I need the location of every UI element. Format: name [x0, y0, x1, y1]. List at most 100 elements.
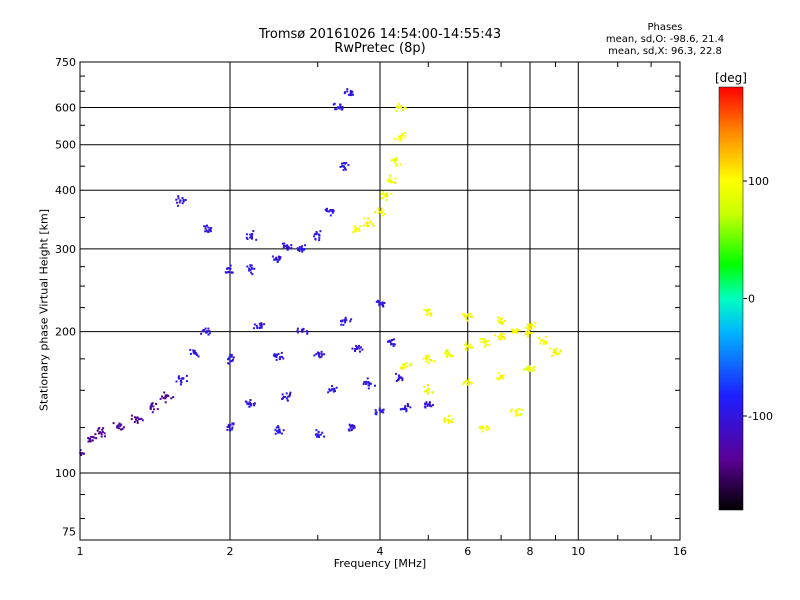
data-point [133, 416, 136, 419]
data-point [354, 348, 357, 350]
data-point [313, 233, 316, 236]
data-point [444, 350, 447, 353]
data-point [560, 349, 563, 352]
data-point [227, 425, 230, 428]
data-point [260, 324, 263, 327]
data-point [346, 88, 349, 91]
data-point [249, 399, 252, 401]
data-point [485, 428, 488, 431]
data-point [396, 157, 398, 160]
data-point [480, 340, 483, 343]
data-point [89, 440, 92, 443]
data-point [275, 356, 278, 358]
data-point [181, 202, 184, 205]
data-point [523, 368, 525, 371]
data-point [321, 431, 324, 434]
data-point [332, 103, 335, 106]
data-point [288, 247, 291, 250]
data-point [398, 135, 401, 138]
data-point [444, 417, 447, 420]
data-point [313, 354, 316, 357]
data-point [403, 408, 406, 411]
phase-heading: Phases [647, 22, 683, 33]
data-point [511, 331, 514, 334]
data-point [402, 109, 405, 112]
data-point [527, 326, 530, 329]
data-point [524, 326, 527, 329]
data-point [426, 403, 429, 406]
data-point [97, 432, 100, 435]
data-point [350, 425, 353, 428]
data-point [465, 349, 468, 352]
data-point [513, 331, 516, 333]
data-point [433, 360, 436, 363]
data-point [400, 163, 403, 166]
data-point [367, 381, 370, 384]
data-point [335, 108, 338, 111]
data-point [329, 209, 332, 211]
data-point [296, 331, 299, 334]
data-point [343, 92, 346, 95]
data-point [351, 428, 353, 431]
data-point [321, 353, 324, 356]
data-point [339, 103, 342, 106]
data-point [427, 388, 430, 391]
data-point [344, 321, 347, 324]
data-point [554, 353, 557, 356]
data-point [277, 425, 279, 428]
data-point [426, 404, 429, 407]
data-point [498, 372, 500, 375]
data-point [399, 106, 402, 109]
data-point [317, 431, 320, 434]
data-point [381, 301, 384, 304]
data-point [394, 177, 397, 180]
data-point [366, 377, 369, 380]
data-point [390, 179, 393, 182]
data-point [427, 312, 429, 315]
data-point [392, 345, 395, 348]
data-point [485, 426, 488, 429]
data-point [481, 430, 484, 433]
data-point [249, 233, 252, 236]
data-point [319, 230, 322, 233]
data-point [468, 377, 471, 380]
data-point [184, 199, 187, 201]
colorbar-label: [deg] [715, 71, 747, 85]
data-point [502, 336, 505, 339]
y-tick-label: 200 [55, 326, 76, 339]
data-point [356, 346, 359, 349]
data-point [386, 192, 388, 195]
data-point [363, 381, 366, 383]
data-point [482, 426, 485, 429]
data-point [482, 341, 485, 344]
data-point [428, 401, 431, 404]
data-point [395, 165, 398, 168]
data-point [365, 380, 368, 383]
data-point [537, 337, 540, 339]
data-point [527, 366, 530, 369]
data-point [97, 427, 100, 430]
data-point [139, 418, 142, 420]
data-point [245, 236, 248, 239]
data-point [430, 405, 433, 408]
data-point [252, 327, 255, 330]
data-point [273, 355, 276, 358]
data-point [285, 392, 288, 395]
data-point [189, 348, 192, 351]
data-point [251, 273, 254, 276]
data-point [228, 270, 231, 273]
data-point [301, 330, 304, 333]
data-point [446, 351, 449, 354]
data-point [297, 249, 300, 252]
data-point [207, 333, 210, 336]
data-point [428, 403, 431, 406]
data-point [529, 327, 532, 330]
data-point [251, 237, 253, 240]
data-point [162, 397, 165, 400]
data-point [528, 365, 531, 368]
data-point [496, 335, 499, 338]
data-point [351, 424, 354, 427]
data-point [287, 395, 290, 398]
data-point [133, 421, 136, 423]
data-point [100, 435, 103, 438]
